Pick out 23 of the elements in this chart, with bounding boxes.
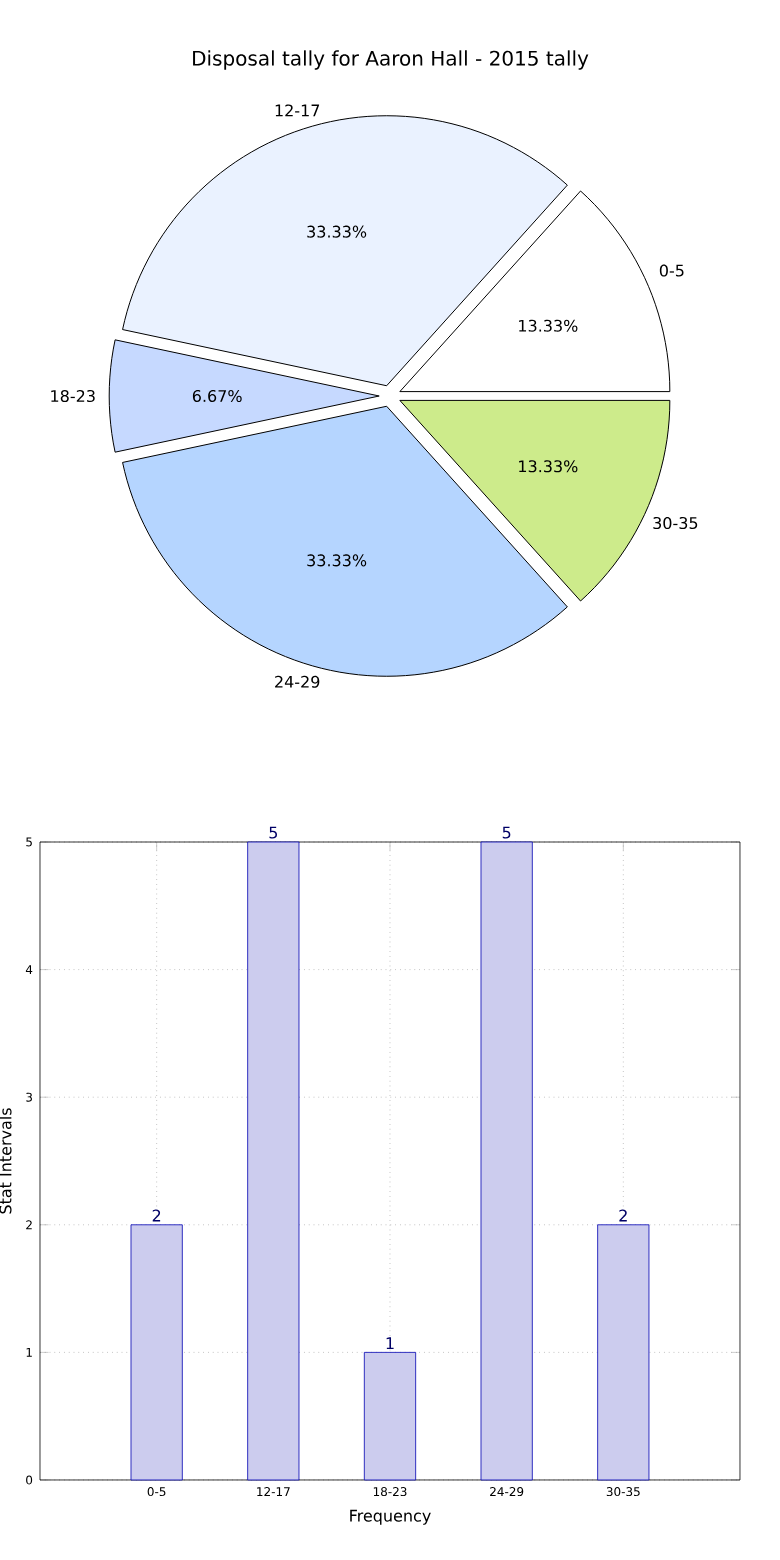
data-label: 1 [386, 1337, 394, 1349]
slice-label: 24-29 [275, 675, 320, 688]
slice-label: 12-17 [275, 104, 320, 117]
x-axis-title: Frequency [350, 1509, 431, 1525]
bar [363, 1351, 417, 1481]
bar [247, 841, 300, 1481]
slice-label: 30-35 [653, 516, 698, 530]
data-label: 13.33% [519, 460, 578, 473]
bar [597, 1224, 650, 1481]
slice-label: 18-23 [51, 389, 95, 403]
y-axis-title: Stat Intervals [0, 1108, 12, 1214]
bar [130, 1224, 183, 1481]
data-label: 5 [502, 826, 511, 839]
data-label: 2 [619, 1209, 627, 1222]
slice-label: 0-5 [659, 264, 684, 277]
data-label: 33.33% [307, 225, 367, 238]
chart-title: Disposal tally for Aaron Hall - 2015 tally [193, 50, 589, 70]
bar [480, 841, 533, 1481]
data-label: 33.33% [307, 554, 367, 567]
data-label: 6.67% [192, 389, 242, 403]
data-label: 13.33% [519, 319, 578, 332]
data-label: 5 [269, 826, 278, 839]
data-label: 2 [152, 1209, 161, 1222]
